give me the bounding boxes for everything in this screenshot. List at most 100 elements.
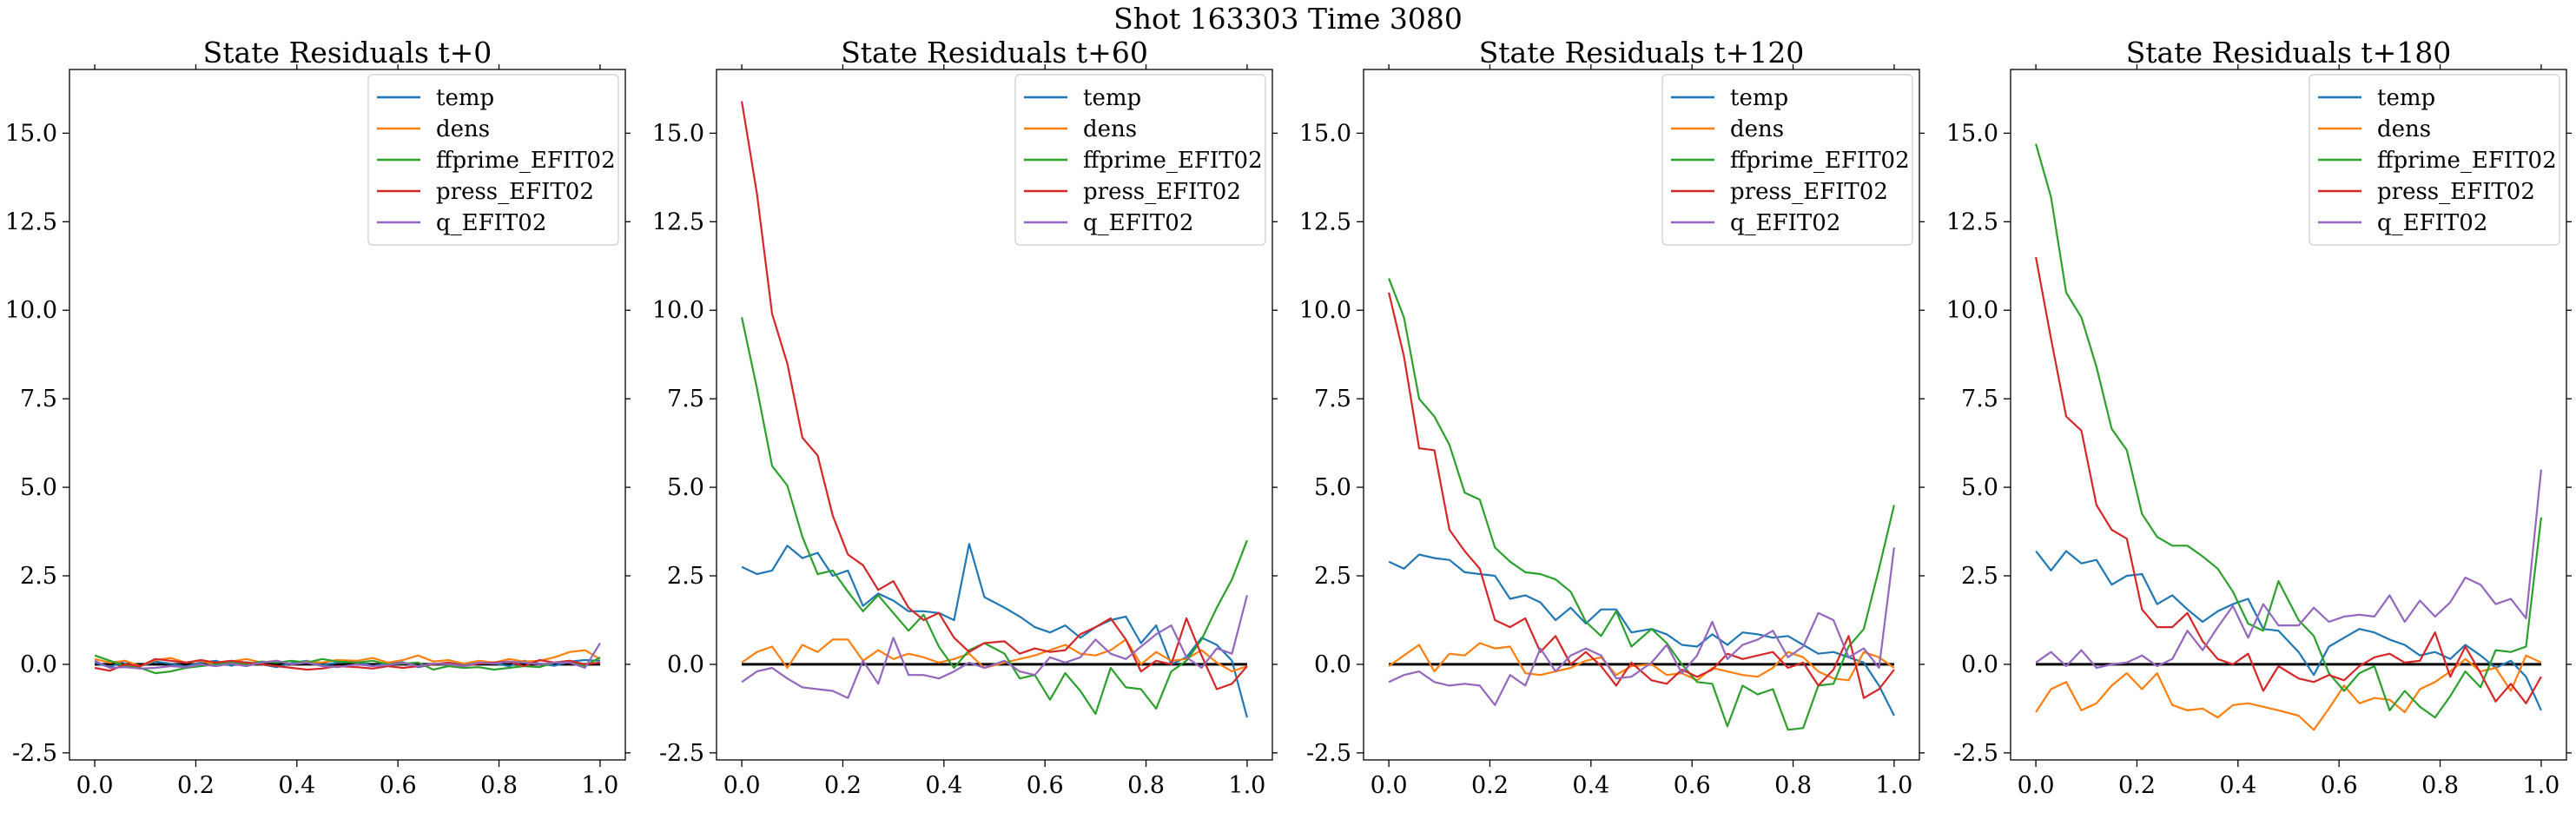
legend-box (2308, 74, 2560, 246)
y-tick-label: 10.0 (652, 297, 704, 324)
axes-frame (716, 69, 1273, 761)
y-tick-label: 2.5 (667, 563, 704, 590)
y-tick-label: 5.0 (1961, 474, 1998, 501)
y-tick-label: 12.5 (1946, 208, 1998, 235)
x-tick-label: 0.4 (278, 772, 315, 799)
y-tick-label: 15.0 (1946, 120, 1998, 147)
legend: temp dens ffprime_EFIT02 press_EFIT02 q_EFIT… (367, 74, 619, 246)
legend-label: ffprime_EFIT02 (1730, 148, 1910, 174)
axes-frame (69, 69, 626, 761)
y-tick-label: 10.0 (1299, 297, 1351, 324)
legend-box (1014, 74, 1266, 246)
series-line-q-efit02 (1388, 547, 1895, 706)
legend: temp dens ffprime_EFIT02 press_EFIT02 q_EFIT… (2308, 74, 2560, 246)
chart-panel-4: State Residuals t+180 0.0 0.2 0.4 0.6 0.8 1.0 -… (1946, 36, 2572, 799)
legend-label: press_EFIT02 (1083, 179, 1241, 205)
legend-label: q_EFIT02 (2377, 210, 2487, 236)
legend-label: ffprime_EFIT02 (436, 148, 616, 174)
x-tick-label: 1.0 (1875, 772, 1912, 799)
legend-label: dens (1083, 116, 1137, 142)
y-tick-label: -2.5 (1953, 740, 1998, 767)
y-tick-label: 2.5 (20, 563, 57, 590)
series-line-q-efit02 (2035, 469, 2542, 670)
legend-label: press_EFIT02 (2377, 179, 2535, 205)
series-line-temp (1388, 553, 1895, 717)
x-tick-label: 0.0 (723, 772, 761, 799)
y-tick-label: 12.5 (1299, 208, 1351, 235)
legend-label: press_EFIT02 (436, 179, 594, 205)
y-tick-label: 2.5 (1314, 563, 1351, 590)
panel-title: State Residuals t+120 (1479, 36, 1805, 69)
y-tick-label: 15.0 (652, 120, 704, 147)
legend-label: dens (2377, 116, 2431, 142)
series-line-q-efit02 (94, 642, 601, 670)
y-tick-label: 12.5 (652, 208, 704, 235)
x-tick-label: 0.0 (76, 772, 114, 799)
legend-box (1661, 74, 1913, 246)
x-tick-label: 0.8 (480, 772, 518, 799)
legend: temp dens ffprime_EFIT02 press_EFIT02 q_EFIT… (1014, 74, 1266, 246)
x-tick-label: 0.6 (1027, 772, 1064, 799)
y-tick-label: 12.5 (5, 208, 57, 235)
series-line-ffprime-efit02 (94, 654, 601, 675)
legend: temp dens ffprime_EFIT02 press_EFIT02 q_EFIT… (1661, 74, 1913, 246)
series-line-press-efit02 (1388, 292, 1895, 699)
y-tick-label: -2.5 (659, 740, 704, 767)
series-line-dens (94, 649, 601, 668)
series-line-dens (1388, 642, 1895, 682)
x-tick-label: 0.8 (1127, 772, 1165, 799)
chart-panel-2: State Residuals t+60 0.0 0.2 0.4 0.6 0.8 1.0 -2… (652, 36, 1278, 799)
legend-label: ffprime_EFIT02 (1083, 148, 1263, 174)
x-tick-label: 0.2 (1471, 772, 1509, 799)
x-tick-label: 0.0 (1371, 772, 1408, 799)
y-tick-label: 5.0 (1314, 474, 1351, 501)
y-tick-label: 7.5 (20, 386, 57, 413)
figure-suptitle: Shot 163303 Time 3080 (1113, 2, 1463, 36)
legend-label: q_EFIT02 (1730, 210, 1840, 236)
y-tick-label: 15.0 (5, 120, 57, 147)
y-tick-label: 0.0 (667, 651, 704, 678)
y-tick-label: 0.0 (20, 651, 57, 678)
y-tick-label: 10.0 (1946, 297, 1998, 324)
y-tick-label: 2.5 (1961, 563, 1998, 590)
series-line-q-efit02 (741, 595, 1248, 699)
x-tick-label: 0.4 (1572, 772, 1609, 799)
legend-label: temp (1730, 85, 1788, 111)
x-tick-label: 0.4 (2219, 772, 2256, 799)
chart-panels: State Residuals t+0 0.0 0.2 0.4 0.6 0.8 1.0 -2.… (5, 36, 2572, 799)
series-line-ffprime-efit02 (1388, 278, 1895, 731)
legend-label: press_EFIT02 (1730, 179, 1888, 205)
series-line-dens (2035, 654, 2542, 731)
y-tick-label: 7.5 (1961, 386, 1998, 413)
y-tick-label: 0.0 (1961, 651, 1998, 678)
series-line-press-efit02 (2035, 256, 2542, 704)
y-tick-label: 7.5 (1314, 386, 1351, 413)
legend-label: temp (2377, 85, 2435, 111)
y-tick-label: 5.0 (667, 474, 704, 501)
panel-title: State Residuals t+60 (841, 36, 1148, 69)
x-tick-label: 0.4 (925, 772, 962, 799)
panel-title: State Residuals t+180 (2126, 36, 2452, 69)
legend-box (367, 74, 619, 246)
legend-label: dens (436, 116, 490, 142)
y-tick-label: -2.5 (1306, 740, 1351, 767)
x-tick-label: 0.0 (2018, 772, 2055, 799)
y-tick-label: 10.0 (5, 297, 57, 324)
x-tick-label: 0.2 (177, 772, 215, 799)
x-tick-label: 0.8 (2421, 772, 2459, 799)
legend-label: q_EFIT02 (1083, 210, 1193, 236)
legend-label: dens (1730, 116, 1784, 142)
y-tick-label: 5.0 (20, 474, 57, 501)
x-tick-label: 1.0 (2522, 772, 2559, 799)
series-line-temp (2035, 550, 2542, 711)
series-line-ffprime-efit02 (2035, 143, 2542, 719)
x-tick-label: 0.2 (2118, 772, 2156, 799)
y-tick-label: -2.5 (12, 740, 57, 767)
series-line-dens (741, 638, 1248, 673)
x-tick-label: 0.6 (2321, 772, 2358, 799)
axes-frame (1363, 69, 1920, 761)
y-tick-label: 7.5 (667, 386, 704, 413)
x-tick-label: 0.6 (380, 772, 417, 799)
x-tick-label: 0.6 (1674, 772, 1711, 799)
